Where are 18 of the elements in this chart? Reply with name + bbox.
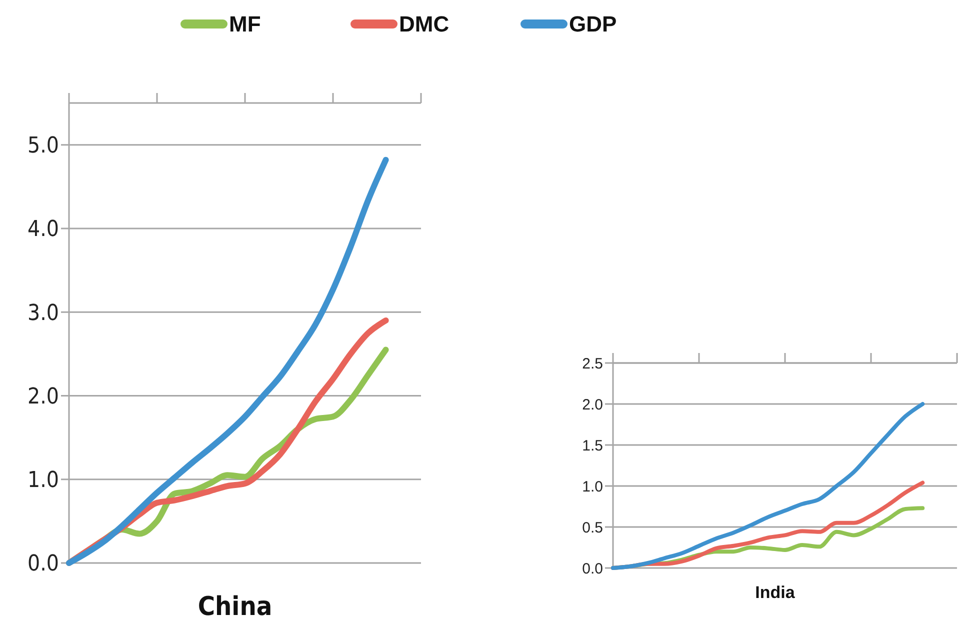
- y-tick-label: 2.5: [582, 355, 603, 372]
- y-tick-label: 1.0: [28, 468, 59, 494]
- legend-label: DMC: [399, 12, 450, 37]
- y-tick-label: 3.0: [28, 300, 59, 326]
- line-series: [611, 402, 925, 570]
- y-tick-label: 2.0: [582, 396, 603, 414]
- y-tick-label: 4.0: [28, 217, 59, 242]
- y-tick-label: 0.5: [582, 519, 603, 536]
- legend-label: MF: [229, 12, 261, 37]
- y-tick-label: 1.0: [582, 478, 603, 496]
- x-axis-title: India: [755, 583, 796, 602]
- legend-label: GDP: [569, 12, 617, 37]
- y-tick-label: 2.0: [28, 384, 59, 410]
- x-axis-title: China: [198, 592, 272, 622]
- y-tick-label: 0.0: [28, 552, 59, 577]
- y-tick-label: 1.5: [582, 437, 603, 454]
- y-tick-label: 0.0: [582, 560, 603, 578]
- y-tick-label: 5.0: [28, 134, 59, 159]
